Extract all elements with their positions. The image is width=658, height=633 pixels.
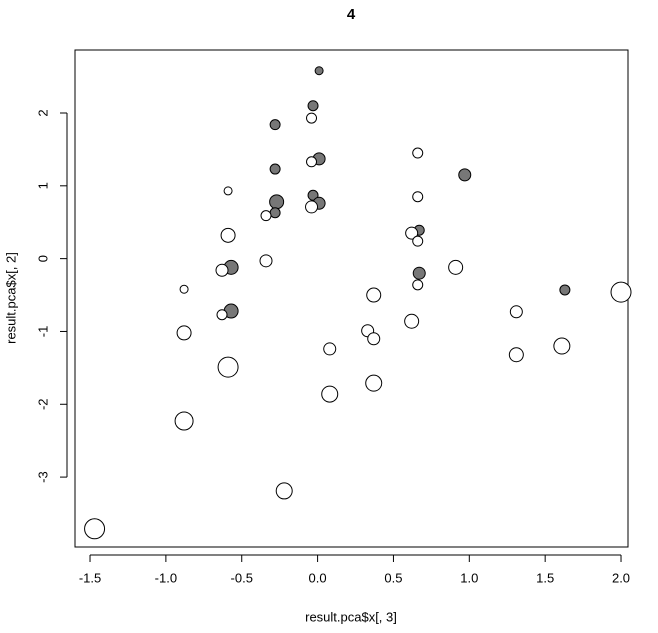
point <box>217 356 239 378</box>
point <box>269 119 281 131</box>
x-tick-label: -1.5 <box>79 570 101 585</box>
x-tick-label: -0.5 <box>231 570 253 585</box>
point <box>610 281 632 303</box>
y-axis-label: result.pca$x[, 2] <box>3 252 18 344</box>
point <box>307 189 319 201</box>
y-tick-label: -3 <box>35 471 50 483</box>
point <box>259 254 273 268</box>
point <box>306 112 318 124</box>
x-tick-label: 0.0 <box>309 570 327 585</box>
point <box>179 284 189 294</box>
x-axis-label: result.pca$x[, 3] <box>305 609 397 624</box>
chart-title: 4 <box>347 6 356 23</box>
point <box>412 235 424 247</box>
point <box>412 279 424 291</box>
point <box>412 191 424 203</box>
x-tick-label: 0.5 <box>384 570 402 585</box>
point <box>220 227 236 243</box>
point <box>412 266 426 280</box>
point <box>367 332 381 346</box>
point <box>314 66 324 76</box>
y-tick-label: -1 <box>35 326 50 338</box>
point <box>215 263 229 277</box>
point <box>559 284 571 296</box>
point <box>321 385 339 403</box>
y-tick-label: 0 <box>35 255 50 262</box>
point <box>405 226 419 240</box>
point <box>306 156 318 168</box>
point <box>269 194 285 210</box>
point <box>84 518 106 540</box>
point <box>508 347 524 363</box>
x-tick-label: 1.0 <box>460 570 478 585</box>
x-tick-label: -1.0 <box>155 570 177 585</box>
point <box>404 313 420 329</box>
point <box>269 163 281 175</box>
point <box>412 147 424 159</box>
point <box>269 207 281 219</box>
plot-box <box>74 49 629 548</box>
point <box>366 287 382 303</box>
point <box>275 482 293 500</box>
point <box>509 305 523 319</box>
point <box>307 100 319 112</box>
point <box>216 309 228 321</box>
point <box>553 337 571 355</box>
y-tick-label: 1 <box>35 182 50 189</box>
point <box>365 374 383 392</box>
point <box>260 210 272 222</box>
point <box>323 342 337 356</box>
y-tick-label: -2 <box>35 398 50 410</box>
point <box>174 411 194 431</box>
point <box>458 168 472 182</box>
point <box>223 186 233 196</box>
x-tick-label: 1.5 <box>536 570 554 585</box>
x-tick-label: 2.0 <box>612 570 630 585</box>
point <box>448 259 464 275</box>
point <box>305 200 319 214</box>
y-tick-label: 2 <box>35 109 50 116</box>
point <box>176 325 192 341</box>
